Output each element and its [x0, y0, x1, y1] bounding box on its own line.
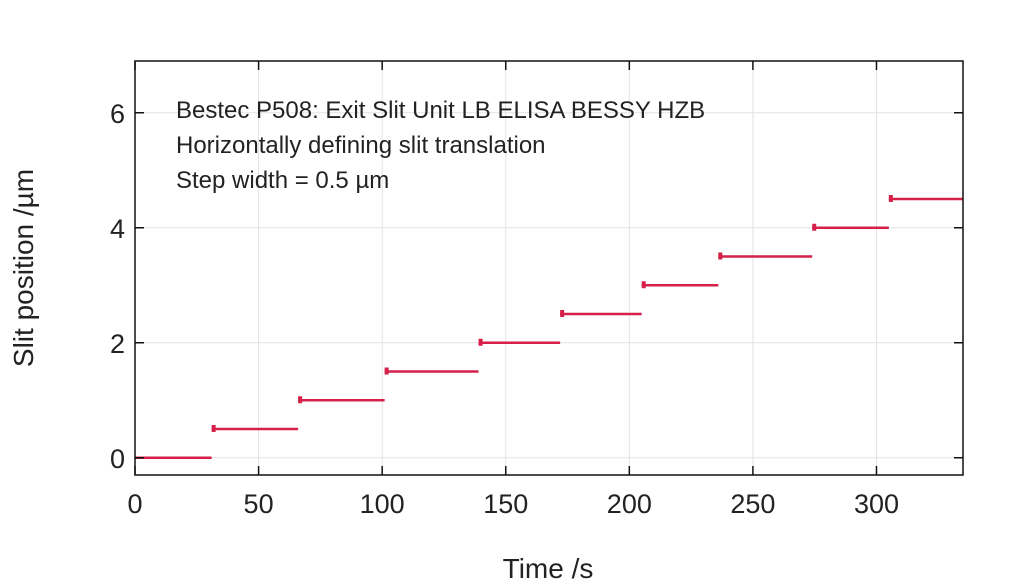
y-axis-title: Slit position /µm: [8, 169, 39, 367]
x-tick-label: 250: [730, 489, 775, 519]
y-tick-label: 4: [110, 214, 125, 244]
x-tick-label: 50: [244, 489, 274, 519]
x-axis-title: Time /s: [503, 553, 594, 584]
step-onset-mark: [812, 223, 817, 231]
step-onset-mark: [560, 310, 565, 317]
annotation-line-2: Horizontally defining slit translation: [176, 132, 546, 159]
x-tick-label: 300: [854, 489, 899, 519]
y-tick-label: 6: [110, 99, 125, 129]
step-onset-mark: [384, 367, 389, 375]
step-onset-mark: [718, 252, 723, 260]
x-tick-label: 150: [483, 489, 528, 519]
annotation-line-3: Step width = 0.5 µm: [176, 167, 389, 194]
data-series: [135, 195, 963, 460]
plot-frame: [134, 60, 964, 476]
y-tick-label: 0: [110, 444, 125, 474]
x-tick-label: 100: [360, 489, 405, 519]
y-tick-label: 2: [110, 329, 125, 359]
ticks: 0 50 100 150 200 250 300 0 2 4 6: [110, 61, 963, 519]
step-onset-mark: [641, 281, 646, 289]
x-tick-label: 0: [127, 489, 142, 519]
step-onset-mark: [298, 396, 303, 404]
step-onset-mark: [478, 338, 483, 346]
step-onset-mark: [888, 195, 893, 202]
step-onset-mark: [211, 425, 216, 432]
annotation-line-1: Bestec P508: Exit Slit Unit LB ELISA BES…: [176, 97, 705, 124]
x-tick-label: 200: [607, 489, 652, 519]
annotation-block: Bestec P508: Exit Slit Unit LB ELISA BES…: [176, 97, 705, 194]
